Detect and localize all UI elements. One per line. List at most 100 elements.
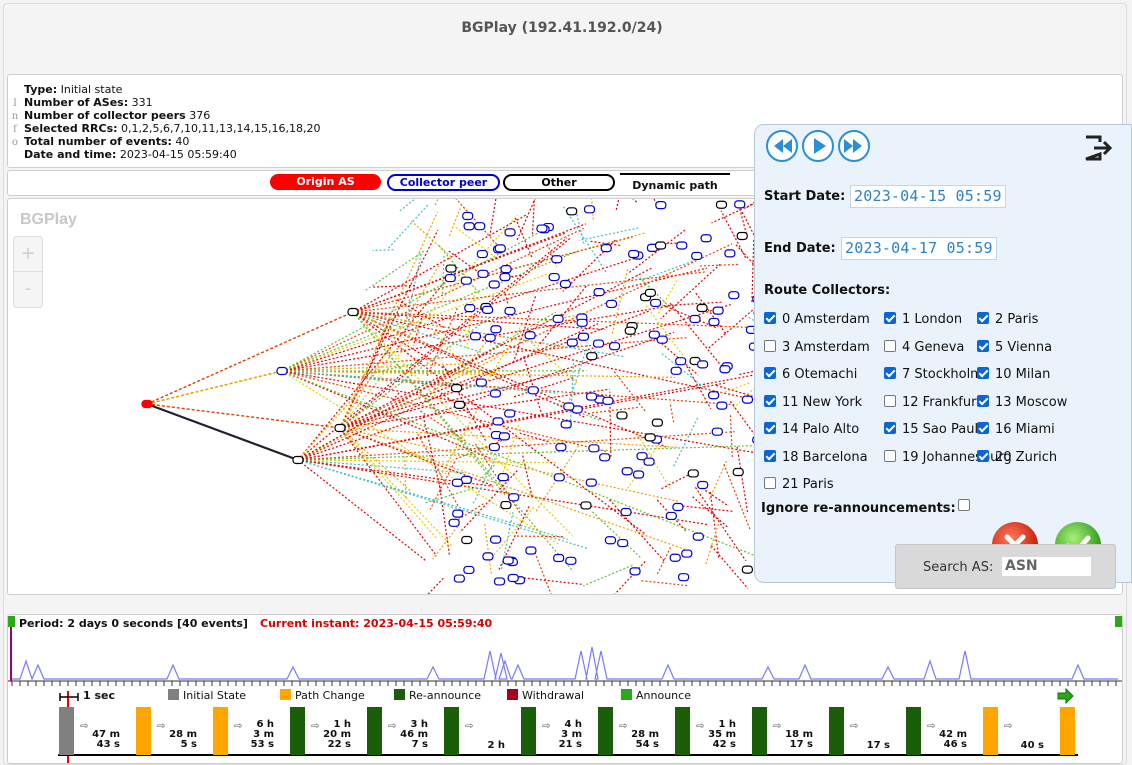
as-node[interactable] <box>732 467 744 477</box>
as-node[interactable] <box>553 473 565 482</box>
as-node[interactable] <box>508 493 520 502</box>
close-panel-button[interactable] <box>1082 131 1116 165</box>
as-node[interactable] <box>481 305 494 314</box>
route-collector-option[interactable]: 10 Milan <box>977 367 1050 382</box>
as-node[interactable] <box>616 411 628 420</box>
as-node[interactable] <box>724 249 736 258</box>
start-date-field[interactable]: 2023-04-15 05:59 <box>850 185 1006 208</box>
timeline-event-bar[interactable] <box>521 707 536 755</box>
route-collector-option[interactable]: 5 Vienna <box>977 339 1052 355</box>
as-node[interactable] <box>585 392 598 401</box>
as-node[interactable] <box>451 478 463 487</box>
route-collector-option[interactable]: 18 Barcelona <box>764 449 868 465</box>
as-node[interactable] <box>736 231 748 241</box>
as-node[interactable] <box>734 200 746 209</box>
as-node[interactable] <box>524 331 536 340</box>
as-node[interactable] <box>600 244 612 253</box>
route-collector-checkbox[interactable] <box>977 422 989 434</box>
as-node[interactable] <box>504 306 516 316</box>
as-node[interactable] <box>499 272 511 282</box>
as-node[interactable] <box>577 332 590 341</box>
as-node[interactable] <box>655 201 667 210</box>
timeline-event-bar[interactable] <box>136 707 151 755</box>
as-node[interactable] <box>648 330 660 339</box>
as-node[interactable] <box>504 409 516 418</box>
as-node[interactable] <box>490 325 502 334</box>
rewind-button[interactable] <box>766 130 798 162</box>
as-node[interactable] <box>460 276 472 285</box>
as-node[interactable] <box>708 391 720 400</box>
timeline-event-bar[interactable] <box>59 707 74 755</box>
as-node[interactable] <box>697 360 709 369</box>
as-node[interactable] <box>716 401 728 410</box>
route-collector-checkbox[interactable] <box>764 312 776 324</box>
as-node[interactable] <box>677 573 690 582</box>
as-node[interactable] <box>644 433 656 442</box>
as-node[interactable] <box>712 306 724 315</box>
route-collector-option[interactable]: 7 Stockholm <box>884 367 983 382</box>
timeline-event-bar[interactable] <box>290 707 305 755</box>
as-node[interactable] <box>711 427 723 436</box>
route-collector-option[interactable]: 15 Sao Paulo <box>884 422 986 437</box>
as-node[interactable] <box>583 205 596 214</box>
as-node[interactable] <box>452 509 464 518</box>
as-node[interactable] <box>492 417 504 426</box>
route-collector-option[interactable]: 11 New York <box>764 394 862 410</box>
timeline-event-bar[interactable] <box>906 707 921 755</box>
timeline-start-handle[interactable] <box>8 616 15 627</box>
end-date-field[interactable]: 2023-04-17 05:59 <box>841 237 997 260</box>
as-node[interactable] <box>498 432 511 441</box>
as-node[interactable] <box>656 335 668 344</box>
as-node[interactable] <box>551 255 563 264</box>
as-node[interactable] <box>552 314 564 323</box>
as-node[interactable] <box>621 467 633 476</box>
as-node[interactable] <box>525 546 537 555</box>
as-node[interactable] <box>728 291 740 300</box>
as-node[interactable] <box>500 500 512 510</box>
ignore-reannouncements-checkbox[interactable] <box>957 499 970 511</box>
as-node[interactable] <box>599 453 611 462</box>
route-collector-option[interactable]: 0 Amsterdam <box>764 312 870 327</box>
as-node[interactable] <box>650 298 662 308</box>
as-node[interactable] <box>588 444 600 453</box>
ignore-reannouncements[interactable]: Ignore re-announcements: <box>761 499 970 516</box>
as-graph-canvas[interactable] <box>8 199 1122 594</box>
as-node[interactable] <box>676 241 688 250</box>
timeline-event-bar[interactable] <box>675 707 690 755</box>
timeline-event-bar[interactable] <box>444 707 459 755</box>
as-node[interactable] <box>502 556 514 565</box>
as-node[interactable] <box>563 402 575 411</box>
as-node[interactable] <box>445 264 457 273</box>
as-node[interactable] <box>504 228 516 237</box>
as-node[interactable] <box>586 352 598 361</box>
as-node[interactable] <box>507 573 519 583</box>
route-collector-checkbox[interactable] <box>977 312 989 324</box>
route-collector-checkbox[interactable] <box>764 449 776 462</box>
route-collector-checkbox[interactable] <box>977 449 989 462</box>
as-node[interactable] <box>453 400 466 409</box>
route-collector-checkbox[interactable] <box>884 367 896 379</box>
as-node[interactable] <box>585 478 597 487</box>
as-node[interactable] <box>741 395 754 404</box>
as-node[interactable] <box>347 307 359 317</box>
as-node[interactable] <box>628 249 640 259</box>
as-node[interactable] <box>464 304 476 313</box>
timeline-event-bar[interactable] <box>983 707 998 755</box>
timeline-event-bar[interactable] <box>752 707 767 755</box>
route-collector-option[interactable]: 13 Moscow <box>977 394 1067 410</box>
as-node[interactable] <box>497 473 509 482</box>
search-as-input[interactable]: ASN <box>1002 557 1091 576</box>
as-node[interactable] <box>477 269 489 278</box>
as-node[interactable] <box>475 378 487 387</box>
route-collector-option[interactable]: 1 London <box>884 312 962 327</box>
as-node[interactable] <box>488 280 500 289</box>
as-node[interactable] <box>692 532 704 541</box>
as-node[interactable] <box>696 303 708 313</box>
as-node[interactable] <box>592 339 605 348</box>
as-node[interactable] <box>276 366 288 376</box>
route-collector-checkbox[interactable] <box>764 422 776 434</box>
as-node[interactable] <box>334 423 346 433</box>
as-node[interactable] <box>555 443 567 452</box>
timeline-event-bar[interactable] <box>598 707 613 755</box>
as-node[interactable] <box>651 418 663 427</box>
